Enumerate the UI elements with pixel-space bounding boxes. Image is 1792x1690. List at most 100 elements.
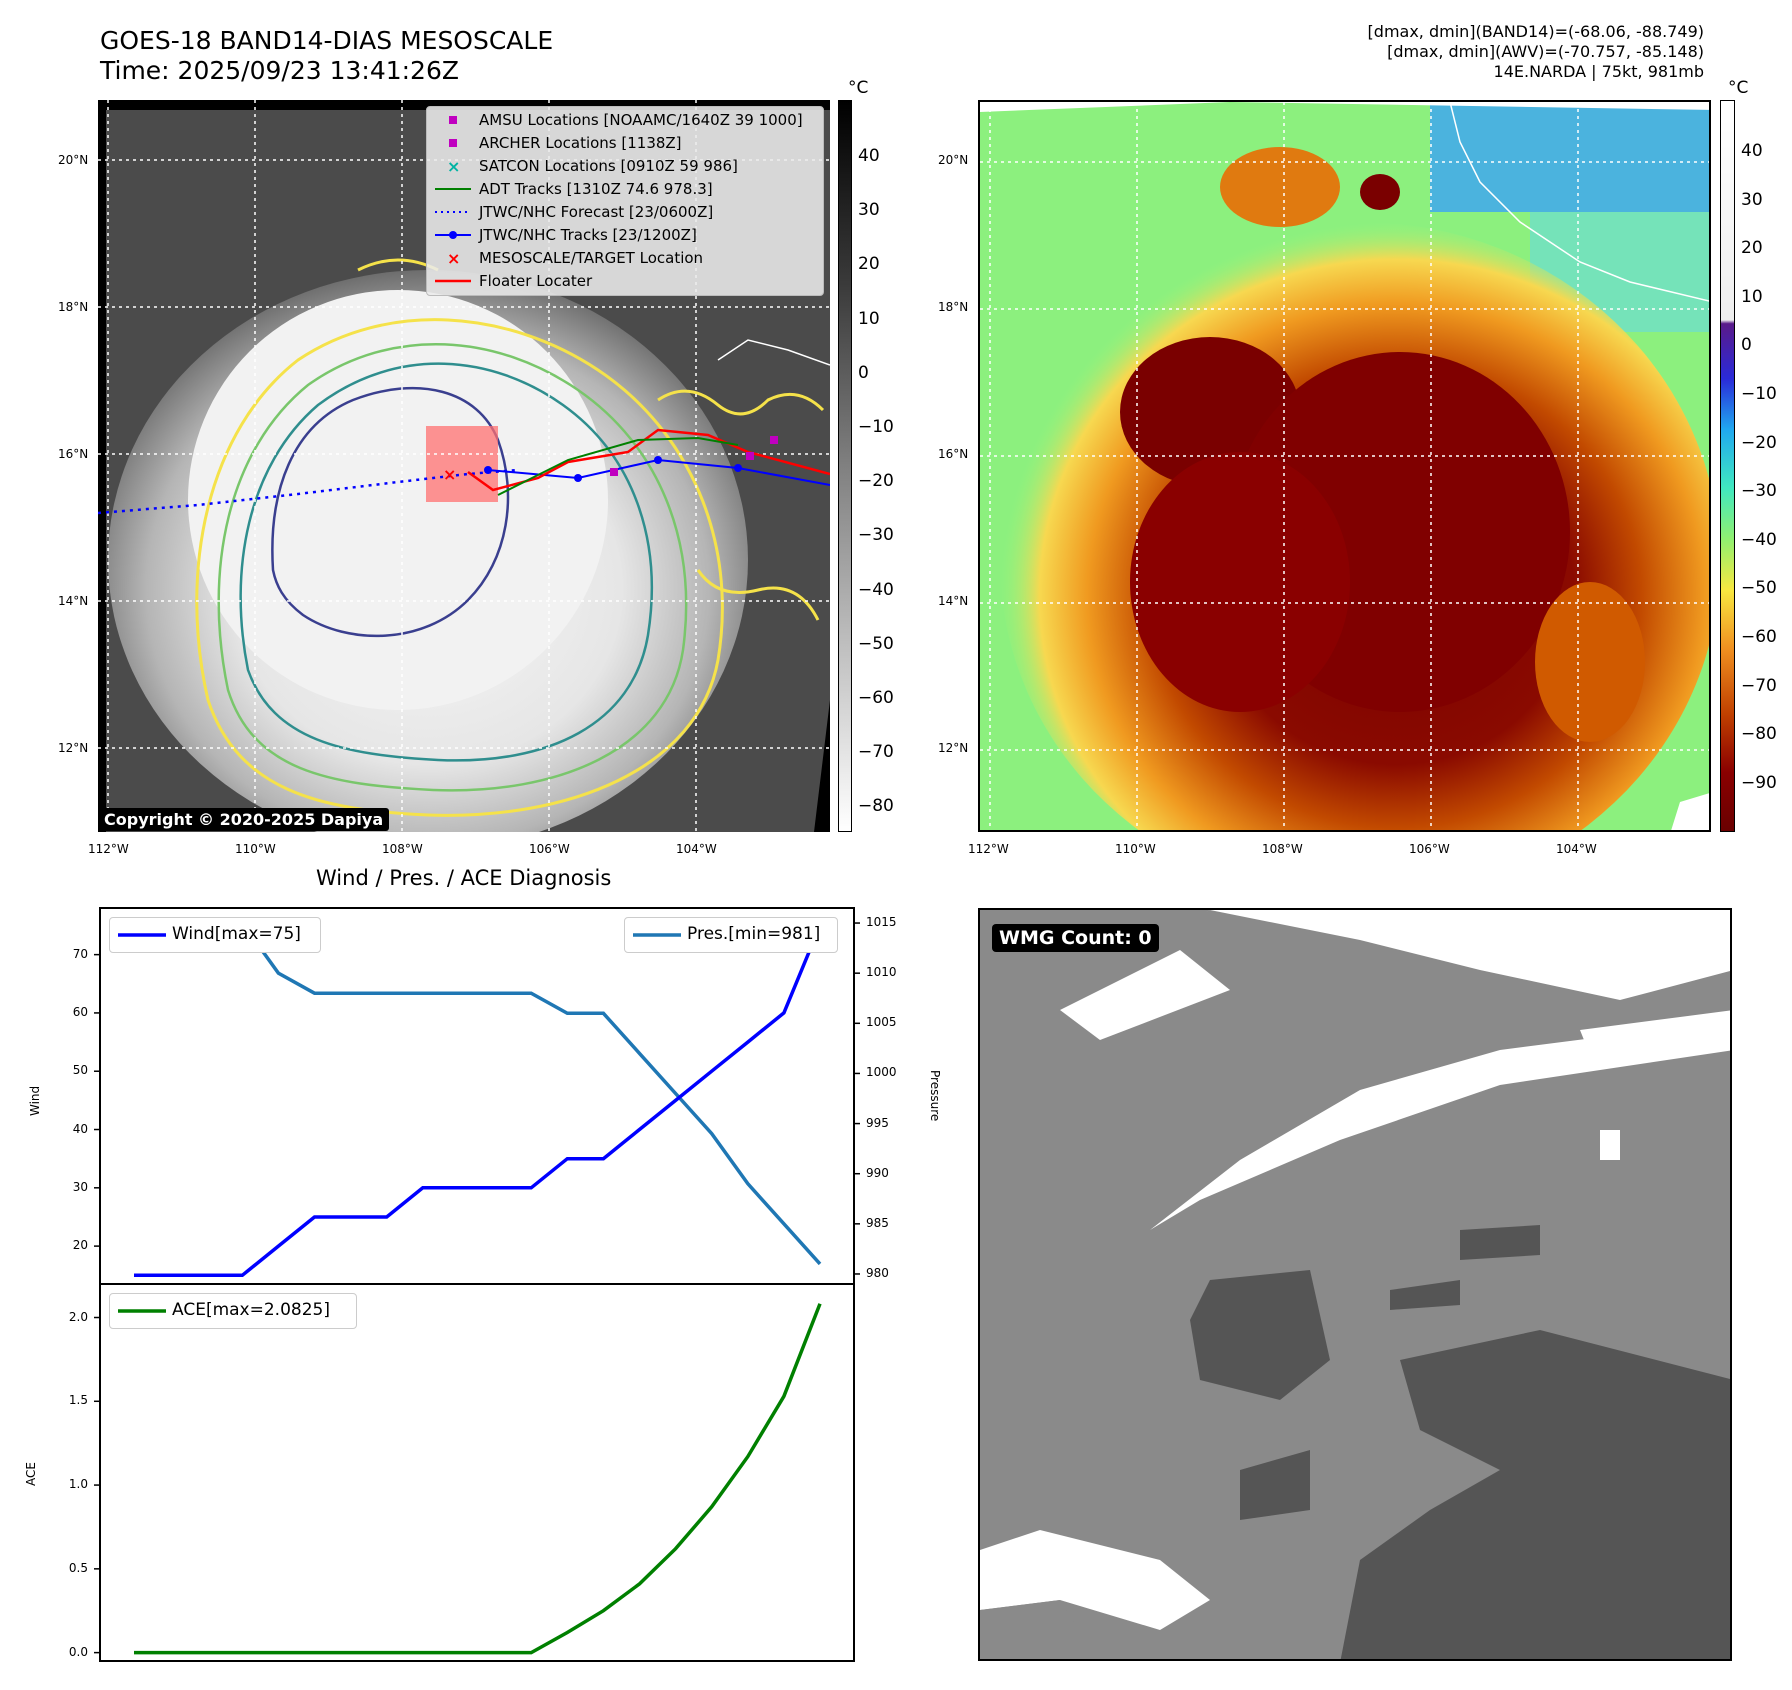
lat-label: 14°N — [938, 594, 969, 608]
right-colorbar-tick: −50 — [1741, 578, 1777, 599]
lon-label: 112°W — [88, 842, 129, 856]
figure-timestamp: Time: 2025/09/23 13:41:26Z — [100, 56, 459, 85]
left-colorbar-tick: 20 — [858, 254, 880, 275]
left-colorbar-tick: −70 — [858, 742, 894, 763]
right-colorbar-tick: −40 — [1741, 529, 1777, 550]
left-colorbar-tick: 40 — [858, 146, 880, 166]
right-colorbar-tick: 30 — [1741, 189, 1763, 210]
pressure-legend: Pres.[min=981] — [624, 917, 838, 953]
left-colorbar-tick: −40 — [858, 579, 894, 600]
figure-title: GOES-18 BAND14-DIAS MESOSCALE — [100, 26, 554, 55]
pressure-tick-label: 1010 — [866, 965, 897, 980]
wind-legend-label: Wind[max=75] — [172, 924, 301, 944]
right-colorbar-tick: −70 — [1741, 675, 1777, 696]
pressure-series-line — [134, 921, 822, 1266]
right-colorbar-tick: 0 — [1741, 335, 1752, 356]
lon-label: 104°W — [676, 842, 717, 856]
info-awv-range: [dmax, dmin](AWV)=(-70.757, -85.148) — [1387, 42, 1704, 61]
lat-label: 20°N — [938, 153, 969, 167]
ace-tick-label: 1.5 — [68, 1393, 88, 1408]
right-colorbar-unit: °C — [1728, 78, 1749, 98]
lon-label: 106°W — [1409, 842, 1450, 856]
right-colorbar-tick: −60 — [1741, 627, 1777, 647]
svg-text:×: × — [447, 249, 460, 268]
ace-tick-label: 0.0 — [68, 1644, 88, 1659]
wind-tick-label: 70 — [72, 946, 88, 961]
right-colorbar-tick: −90 — [1741, 772, 1777, 793]
ace-legend-label: ACE[max=2.0825] — [172, 1300, 330, 1320]
pressure-tick-label: 990 — [866, 1165, 889, 1180]
right-colorbar — [1720, 100, 1735, 832]
left-colorbar-tick: −60 — [858, 688, 894, 708]
lon-label: 108°W — [1262, 842, 1303, 856]
lon-label: 110°W — [1115, 842, 1156, 856]
lat-label: 14°N — [58, 594, 89, 608]
wmg-panel: WMG Count: 0 — [978, 908, 1732, 1661]
wmg-count-badge: WMG Count: 0 — [992, 924, 1159, 952]
lat-label: 16°N — [58, 447, 89, 461]
right-colorbar-tick: 10 — [1741, 286, 1763, 307]
left-colorbar-tick: −50 — [858, 633, 894, 654]
pressure-tick-label: 1005 — [866, 1015, 897, 1030]
right-colorbar-tick: −80 — [1741, 724, 1777, 745]
left-colorbar-tick: −80 — [858, 796, 894, 817]
lat-label: 12°N — [938, 741, 969, 755]
left-colorbar-tick: 10 — [858, 308, 880, 329]
right-colorbar-tick: −10 — [1741, 384, 1777, 404]
lon-label: 112°W — [968, 842, 1009, 856]
lon-label: 106°W — [529, 842, 570, 856]
wind-series-line — [134, 924, 822, 1278]
wind-tick-label: 50 — [72, 1063, 88, 1078]
svg-text:×: × — [443, 465, 456, 484]
info-storm-summary: 14E.NARDA | 75kt, 981mb — [1493, 62, 1704, 81]
wind-pressure-frame — [99, 907, 855, 1285]
right-colorbar-tick: −30 — [1741, 481, 1777, 502]
left-colorbar — [838, 100, 852, 832]
ace-frame — [99, 1283, 855, 1662]
lon-label: 108°W — [382, 842, 423, 856]
left-colorbar-tick: −20 — [858, 471, 894, 492]
pressure-tick-label: 995 — [866, 1115, 889, 1130]
wind-tick-label: 60 — [72, 1004, 88, 1019]
right-colorbar-tick: −20 — [1741, 432, 1777, 453]
ir-grayscale-map: × AMSU Locations [NOAAMC/1640Z 39 1000] … — [98, 100, 830, 832]
left-colorbar-tick: 30 — [858, 200, 880, 221]
lat-label: 20°N — [58, 153, 89, 167]
pressure-tick-label: 1015 — [866, 915, 897, 930]
lat-label: 16°N — [938, 447, 969, 461]
left-colorbar-tick: 0 — [858, 362, 869, 383]
ace-tick-label: 2.0 — [68, 1309, 88, 1324]
svg-text:×: × — [447, 157, 460, 176]
lat-label: 18°N — [938, 300, 969, 314]
wind-tick-label: 20 — [72, 1238, 88, 1253]
ace-legend: ACE[max=2.0825] — [109, 1293, 357, 1329]
info-block: [dmax, dmin](BAND14)=(-68.06, -88.749) [… — [1104, 22, 1704, 82]
ace-tick-label: 0.5 — [68, 1560, 88, 1575]
lat-label: 18°N — [58, 300, 89, 314]
left-colorbar-tick: −30 — [858, 525, 894, 546]
wind-legend: Wind[max=75] — [109, 917, 321, 953]
ir-enhanced-map — [978, 100, 1711, 832]
info-band14-range: [dmax, dmin](BAND14)=(-68.06, -88.749) — [1367, 22, 1704, 41]
wmg-image — [980, 910, 1730, 1659]
pressure-tick-label: 985 — [866, 1215, 889, 1230]
wind-tick-label: 40 — [72, 1121, 88, 1136]
ir-grayscale-map-image: × — [98, 100, 830, 832]
ir-enhanced-map-image — [980, 102, 1709, 830]
left-colorbar-tick: −10 — [858, 417, 894, 437]
map-legend: AMSU Locations [NOAAMC/1640Z 39 1000] AR… — [426, 106, 824, 296]
wind-tick-label: 30 — [72, 1179, 88, 1194]
lat-label: 12°N — [58, 741, 89, 755]
diagnosis-title: Wind / Pres. / ACE Diagnosis — [316, 866, 612, 890]
right-colorbar-tick: 40 — [1741, 141, 1763, 161]
lon-label: 104°W — [1556, 842, 1597, 856]
pressure-tick-label: 1000 — [866, 1065, 897, 1080]
ace-tick-label: 1.0 — [68, 1477, 88, 1492]
copyright-label: Copyright © 2020-2025 Dapiya — [98, 808, 390, 831]
right-colorbar-tick: 20 — [1741, 238, 1763, 259]
ace-series-line — [134, 1303, 822, 1655]
pressure-legend-label: Pres.[min=981] — [687, 924, 821, 944]
left-colorbar-unit: °C — [848, 78, 869, 98]
pressure-tick-label: 980 — [866, 1265, 889, 1280]
